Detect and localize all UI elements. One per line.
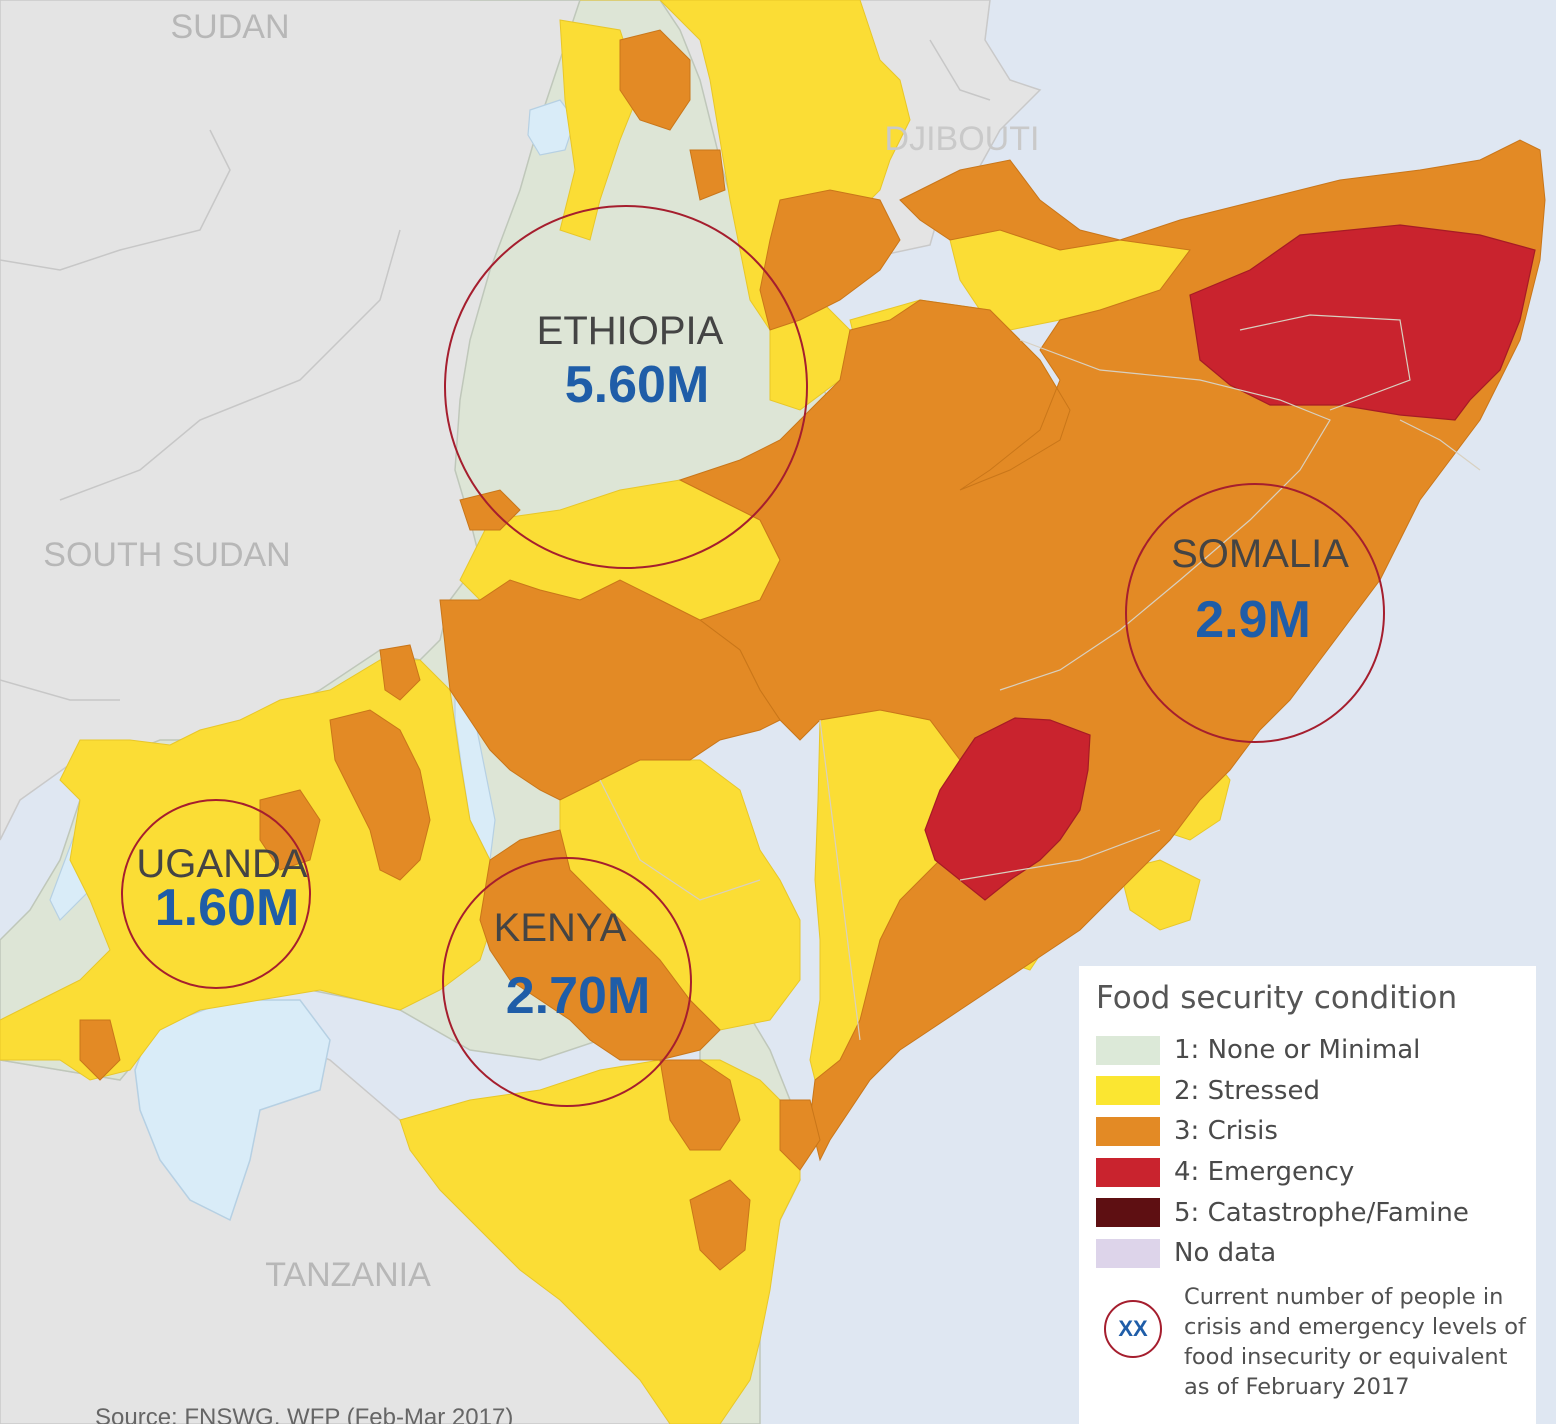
zone-emergency-north xyxy=(1189,224,1536,421)
callout-ring-kenya xyxy=(442,857,692,1107)
legend-swatch xyxy=(1096,1238,1160,1268)
callout-value-ethiopia: 5.60M xyxy=(565,356,710,414)
border-lines xyxy=(0,39,991,701)
legend-note-line: Current number of people in xyxy=(1184,1283,1504,1310)
legend-note: XX Current number of people in crisis an… xyxy=(1096,1282,1536,1402)
legend-item: No data xyxy=(1096,1233,1536,1274)
legend-note-line: as of February 2017 xyxy=(1184,1373,1410,1400)
legend-swatch xyxy=(1096,1198,1160,1228)
callout-ring-somalia xyxy=(1125,483,1385,743)
callout-ring-ethiopia xyxy=(444,205,808,569)
legend-swatch xyxy=(1096,1035,1160,1065)
legend-swatch xyxy=(1096,1116,1160,1146)
label-djibouti: DJIBOUTI xyxy=(885,120,1040,158)
legend-item: 3: Crisis xyxy=(1096,1111,1536,1152)
callout-name-kenya: KENYA xyxy=(494,906,627,950)
legend-note-line: food insecurity or equivalent xyxy=(1184,1343,1508,1370)
label-south-sudan: SOUTH SUDAN xyxy=(43,536,290,574)
lake-victoria xyxy=(134,999,331,1222)
legend-label: 5: Catastrophe/Famine xyxy=(1174,1197,1469,1228)
legend-label: 4: Emergency xyxy=(1174,1157,1355,1188)
callout-ring-uganda xyxy=(121,799,311,989)
callout-name-uganda: UGANDA xyxy=(136,842,307,886)
legend-item: 2: Stressed xyxy=(1096,1071,1536,1112)
legend-swatch xyxy=(1096,1157,1160,1187)
legend-label: 3: Crisis xyxy=(1174,1116,1278,1147)
legend-item: 5: Catastrophe/Famine xyxy=(1096,1192,1536,1233)
callout-symbol-icon: XX xyxy=(1104,1299,1162,1358)
lake-tana xyxy=(527,99,576,156)
legend-items: 1: None or Minimal 2: Stressed 3: Crisis… xyxy=(1096,1030,1536,1274)
label-sudan: SUDAN xyxy=(170,8,289,46)
legend-item: 1: None or Minimal xyxy=(1096,1030,1536,1071)
legend: Food security condition 1: None or Minim… xyxy=(1079,966,1536,1424)
legend-label: No data xyxy=(1174,1238,1277,1269)
legend-title: Food security condition xyxy=(1096,980,1458,1016)
legend-note-line: crisis and emergency levels of xyxy=(1184,1313,1526,1340)
admin-boundaries xyxy=(599,314,1481,1041)
callout-name-ethiopia: ETHIOPIA xyxy=(537,309,724,353)
legend-swatch xyxy=(1096,1076,1160,1106)
label-tanzania: TANZANIA xyxy=(265,1256,431,1294)
source-credit: Source: FNSWG, WFP (Feb-Mar 2017) xyxy=(95,1404,514,1424)
callout-value-uganda: 1.60M xyxy=(155,879,300,937)
legend-label: 1: None or Minimal xyxy=(1174,1035,1421,1066)
legend-label: 2: Stressed xyxy=(1174,1075,1320,1106)
legend-item: 4: Emergency xyxy=(1096,1152,1536,1193)
callout-value-kenya: 2.70M xyxy=(506,967,651,1025)
legend-note-text: Current number of people in crisis and e… xyxy=(1184,1282,1526,1402)
callout-value-somalia: 2.9M xyxy=(1195,591,1311,649)
zone-emergency-south xyxy=(924,717,1091,901)
callout-name-somalia: SOMALIA xyxy=(1171,532,1349,576)
